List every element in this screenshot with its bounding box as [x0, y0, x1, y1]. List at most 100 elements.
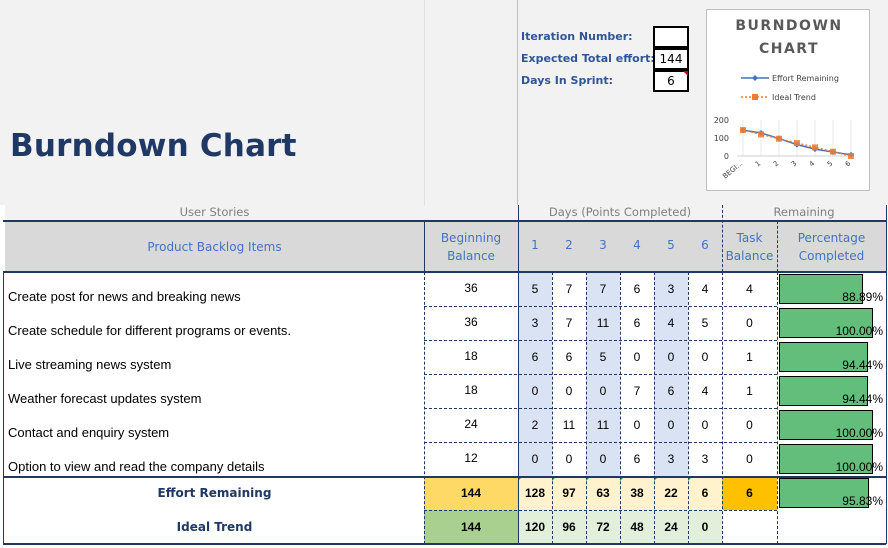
day-points-cell[interactable]: 6	[633, 316, 641, 330]
header-day-4: 4	[633, 238, 641, 252]
effort-day-cell[interactable]: 38	[620, 476, 654, 510]
ideal-day-cell[interactable]: 24	[654, 510, 688, 544]
day-points-cell[interactable]: 6	[633, 452, 641, 466]
day-points-cell[interactable]: 0	[586, 374, 620, 408]
comment-indicator-icon	[683, 71, 688, 76]
story-label: Create post for news and breaking news	[8, 288, 241, 304]
story-label: Create schedule for different programs o…	[8, 322, 292, 338]
beginning-balance-cell[interactable]: 12	[464, 451, 478, 465]
day-points-cell[interactable]: 0	[701, 350, 709, 364]
chart-title-line2: CHART	[758, 41, 820, 57]
day-points-cell[interactable]: 6	[565, 350, 573, 364]
beginning-balance-cell[interactable]: 18	[464, 349, 478, 363]
days-in-sprint-field[interactable]: 6	[653, 70, 689, 92]
day-points-cell[interactable]: 6	[518, 340, 552, 374]
day-points-cell[interactable]: 0	[654, 408, 688, 442]
grid-vline	[722, 205, 723, 272]
effort-day-cell[interactable]: 97	[552, 476, 586, 510]
effort-day-cell[interactable]: 63	[586, 476, 620, 510]
ideal-day-cell[interactable]: 0	[688, 510, 722, 544]
summary-border	[3, 476, 886, 478]
percentage-bar	[779, 376, 868, 406]
header-day-6: 6	[701, 238, 709, 252]
day-points-cell[interactable]: 11	[586, 306, 620, 340]
days-in-sprint-label: Days In Sprint:	[521, 74, 613, 87]
task-balance-cell[interactable]: 0	[746, 452, 753, 466]
day-points-cell[interactable]: 0	[701, 418, 709, 432]
days-in-sprint-value: 6	[667, 74, 675, 88]
effort-task-total[interactable]: 6	[722, 476, 777, 510]
day-points-cell[interactable]: 7	[565, 282, 573, 296]
task-balance-cell[interactable]: 0	[746, 418, 753, 432]
title-cell	[5, 0, 518, 205]
story-label: Weather forecast updates system	[8, 390, 202, 406]
percentage-value: 100.00%	[835, 324, 883, 338]
task-balance-cell[interactable]: 1	[746, 350, 753, 364]
grid-hline	[424, 442, 777, 443]
beginning-balance-cell[interactable]: 36	[464, 315, 478, 329]
ideal-day-cell[interactable]: 96	[552, 510, 586, 544]
x-tick-label: BEGI...	[721, 159, 744, 180]
task-balance-cell[interactable]: 0	[746, 316, 753, 330]
day-points-cell[interactable]: 7	[565, 316, 573, 330]
day-points-cell[interactable]: 5	[586, 340, 620, 374]
ideal-begin-cell[interactable]: 144	[424, 510, 518, 544]
day-points-cell[interactable]: 0	[565, 452, 573, 466]
percentage-value: 94.44%	[842, 392, 883, 406]
task-balance-cell[interactable]: 1	[746, 384, 753, 398]
iteration-label: Iteration Number:	[521, 30, 633, 43]
ideal-point	[794, 140, 800, 147]
header-blank	[424, 205, 518, 221]
day-points-cell[interactable]: 0	[586, 442, 620, 476]
day-points-cell[interactable]: 5	[518, 272, 552, 306]
ideal-day-cell[interactable]: 48	[620, 510, 654, 544]
effort-day-cell[interactable]: 6	[688, 476, 722, 510]
beginning-balance-cell[interactable]: 18	[464, 383, 478, 397]
day-points-cell[interactable]: 3	[654, 272, 688, 306]
day-points-cell[interactable]: 0	[518, 374, 552, 408]
day-points-cell[interactable]: 0	[565, 384, 573, 398]
day-points-cell[interactable]: 0	[518, 442, 552, 476]
effort-day-cell[interactable]: 22	[654, 476, 688, 510]
header-percentage: Percentage Completed	[777, 221, 886, 272]
beginning-balance-cell[interactable]: 36	[464, 281, 478, 295]
grid-vline-solid	[424, 221, 425, 272]
day-points-cell[interactable]: 4	[701, 384, 709, 398]
day-points-cell[interactable]: 11	[586, 408, 620, 442]
iteration-field[interactable]	[653, 26, 689, 48]
day-points-cell[interactable]: 3	[654, 442, 688, 476]
ideal-day-cell[interactable]: 72	[586, 510, 620, 544]
effort-day-cell[interactable]: 128	[518, 476, 552, 510]
day-points-cell[interactable]: 3	[701, 452, 709, 466]
ideal-point	[830, 148, 836, 155]
grid-hline	[424, 374, 777, 375]
day-points-cell[interactable]: 0	[654, 340, 688, 374]
task-balance-cell[interactable]: 4	[746, 282, 753, 296]
legend-effort-label: Effort Remaining	[772, 73, 839, 83]
beginning-balance-cell[interactable]: 24	[464, 417, 478, 431]
day-points-cell[interactable]: 3	[518, 306, 552, 340]
expected-effort-field[interactable]: 144	[653, 48, 689, 70]
percentage-value: 94.44%	[842, 358, 883, 372]
day-points-cell[interactable]: 5	[701, 316, 709, 330]
header-beginning-line1: Beginning	[440, 230, 502, 245]
day-points-cell[interactable]: 7	[633, 384, 641, 398]
burndown-chart[interactable]: BURNDOWN CHART Effort Remaining Ideal Tr…	[706, 9, 870, 191]
day-points-cell[interactable]: 0	[633, 418, 641, 432]
right-border	[886, 205, 887, 544]
grid-hline	[424, 510, 777, 511]
day-points-cell[interactable]: 6	[633, 282, 641, 296]
day-points-cell[interactable]: 6	[654, 374, 688, 408]
header-border	[3, 271, 886, 273]
grid-hline	[424, 408, 777, 409]
day-points-cell[interactable]: 7	[586, 272, 620, 306]
header-day-3: 3	[599, 238, 607, 252]
day-points-cell[interactable]: 4	[654, 306, 688, 340]
effort-begin-cell[interactable]: 144	[424, 476, 518, 510]
x-tick-label: 4	[808, 159, 817, 168]
day-points-cell[interactable]: 11	[562, 418, 576, 432]
day-points-cell[interactable]: 2	[518, 408, 552, 442]
ideal-day-cell[interactable]: 120	[518, 510, 552, 544]
day-points-cell[interactable]: 4	[701, 282, 709, 296]
day-points-cell[interactable]: 0	[633, 350, 641, 364]
